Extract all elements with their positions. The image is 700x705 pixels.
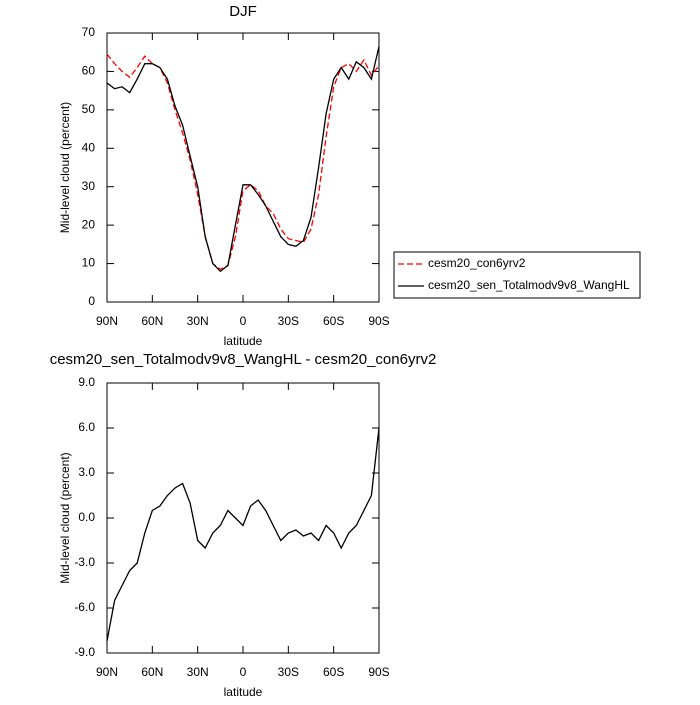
legend-label: cesm20_con6yrv2 bbox=[428, 256, 526, 270]
y-tick-label: 0.0 bbox=[78, 510, 95, 524]
x-tick-label: 90S bbox=[368, 665, 389, 679]
y-tick-label: 3.0 bbox=[78, 465, 95, 479]
legend-label: cesm20_sen_Totalmodv9v8_WangHL bbox=[428, 278, 630, 292]
plot-frame bbox=[106, 382, 380, 654]
x-tick-label: 60S bbox=[323, 314, 344, 328]
x-tick-label: 30S bbox=[278, 665, 299, 679]
x-tick-label: 60N bbox=[141, 314, 163, 328]
y-axis-label: Mid-level cloud (percent) bbox=[58, 102, 72, 233]
chart-title: cesm20_sen_Totalmodv9v8_WangHL - cesm20_… bbox=[50, 351, 437, 368]
y-tick-label: 70 bbox=[82, 25, 96, 39]
y-tick-label: -9.0 bbox=[74, 645, 95, 659]
x-tick-label: 30N bbox=[187, 314, 209, 328]
y-tick-label: 40 bbox=[82, 140, 96, 154]
data-line bbox=[106, 53, 380, 271]
y-tick-label: -6.0 bbox=[74, 600, 95, 614]
y-tick-label: 50 bbox=[82, 102, 96, 116]
x-tick-label: 60S bbox=[323, 665, 344, 679]
plot-frame bbox=[106, 32, 380, 303]
y-tick-label: 10 bbox=[82, 256, 96, 270]
y-tick-label: -3.0 bbox=[74, 555, 95, 569]
x-axis-label: latitude bbox=[224, 685, 263, 699]
legend-box bbox=[393, 251, 641, 299]
data-line bbox=[106, 427, 380, 642]
x-tick-label: 90N bbox=[96, 665, 118, 679]
x-tick-label: 0 bbox=[240, 314, 247, 328]
y-axis-label: Mid-level cloud (percent) bbox=[58, 452, 72, 583]
x-tick-label: 30S bbox=[278, 314, 299, 328]
y-tick-label: 6.0 bbox=[78, 420, 95, 434]
x-tick-label: 30N bbox=[187, 665, 209, 679]
data-line bbox=[106, 46, 380, 273]
y-tick-label: 60 bbox=[82, 64, 96, 78]
y-tick-label: 30 bbox=[82, 179, 96, 193]
x-tick-label: 0 bbox=[240, 665, 247, 679]
y-tick-label: 20 bbox=[82, 217, 96, 231]
y-tick-label: 0 bbox=[88, 294, 95, 308]
x-tick-label: 60N bbox=[141, 665, 163, 679]
x-axis-label: latitude bbox=[224, 334, 263, 348]
x-tick-label: 90N bbox=[96, 314, 118, 328]
y-tick-label: 9.0 bbox=[78, 375, 95, 389]
x-tick-label: 90S bbox=[368, 314, 389, 328]
chart-title: DJF bbox=[229, 3, 257, 20]
